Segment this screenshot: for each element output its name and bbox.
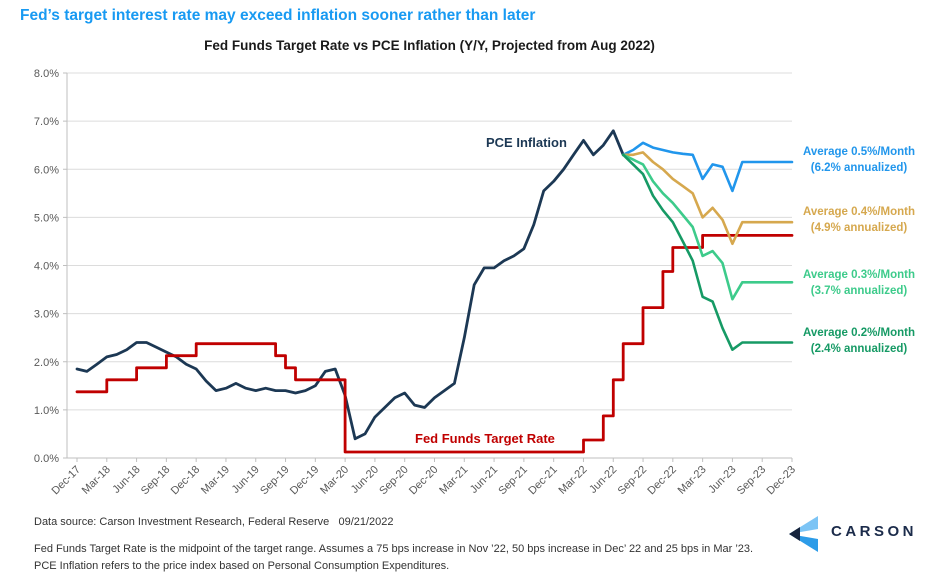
svg-text:Jun-20: Jun-20	[349, 464, 381, 496]
svg-text:6.0%: 6.0%	[34, 164, 59, 176]
svg-text:Mar-18: Mar-18	[80, 464, 113, 497]
carson-logo: CARSON	[787, 515, 932, 553]
series-fed-funds-target-rate	[75, 234, 794, 454]
svg-text:Sep-21: Sep-21	[496, 464, 530, 498]
gridlines	[67, 72, 792, 411]
svg-text:Mar-20: Mar-20	[318, 464, 351, 497]
annotation-line1: Average 0.2%/Month	[802, 327, 916, 339]
svg-text:8.0%: 8.0%	[34, 68, 59, 80]
svg-text:Mar-22: Mar-22	[556, 464, 589, 497]
svg-text:Dec-21: Dec-21	[526, 464, 560, 498]
footnote-pce: PCE Inflation refers to the price index …	[34, 560, 450, 572]
fed-funds-line-label: Fed Funds Target Rate	[415, 431, 555, 446]
svg-text:Jun-23: Jun-23	[706, 464, 738, 496]
svg-text:Dec-22: Dec-22	[645, 464, 679, 498]
series-average-0-2-month-2-4-annualized	[621, 153, 794, 352]
svg-text:Sep-20: Sep-20	[377, 464, 411, 498]
svg-text:Jun-21: Jun-21	[468, 464, 500, 496]
annotation-line2: (2.4% annualized)	[810, 343, 908, 355]
svg-text:5.0%: 5.0%	[34, 212, 59, 224]
svg-text:Mar-19: Mar-19	[199, 464, 232, 497]
svg-text:Sep-23: Sep-23	[735, 464, 769, 498]
y-axis-labels: 0.0% 1.0% 2.0% 3.0% 4.0% 5.0% 6.0% 7.0% 8.0%	[34, 68, 59, 465]
svg-text:Dec-23: Dec-23	[765, 464, 799, 498]
chart-title: Fed Funds Target Rate vs PCE Inflation (…	[204, 38, 655, 53]
x-axis-labels: Dec-17Mar-18Jun-18Sep-18Dec-18Mar-19Jun-…	[50, 464, 799, 498]
annotation-line1: Average 0.3%/Month	[802, 269, 916, 281]
carson-logo-text: CARSON	[831, 523, 918, 540]
svg-text:Dec-18: Dec-18	[169, 464, 203, 498]
data-source-text: Data source: Carson Investment Research,…	[34, 516, 394, 528]
svg-text:Sep-19: Sep-19	[258, 464, 292, 498]
page-title: Fed’s target interest rate may exceed in…	[20, 7, 536, 24]
svg-text:Dec-17: Dec-17	[50, 464, 84, 498]
svg-text:Dec-19: Dec-19	[288, 464, 322, 498]
annotation-avg-0-5-month: Average 0.5%/Month (6.2% annualized)	[782, 144, 936, 176]
axes	[63, 72, 793, 462]
series-average-0-4-month-4-9-annualized	[621, 151, 794, 246]
annotation-avg-0-2-month: Average 0.2%/Month (2.4% annualized)	[782, 325, 936, 357]
annotation-line2: (4.9% annualized)	[810, 222, 908, 234]
svg-text:1.0%: 1.0%	[34, 405, 59, 417]
svg-text:Sep-22: Sep-22	[616, 464, 650, 498]
carson-logo-icon	[789, 516, 818, 552]
annotation-avg-0-3-month: Average 0.3%/Month (3.7% annualized)	[782, 267, 936, 299]
svg-text:Jun-19: Jun-19	[230, 464, 262, 496]
annotation-line2: (6.2% annualized)	[810, 162, 908, 174]
pce-inflation-line-label: PCE Inflation	[486, 135, 567, 150]
annotation-avg-0-4-month: Average 0.4%/Month (4.9% annualized)	[782, 204, 936, 236]
svg-text:Jun-22: Jun-22	[587, 464, 619, 496]
svg-text:Mar-23: Mar-23	[676, 464, 709, 497]
svg-text:0.0%: 0.0%	[34, 453, 59, 465]
svg-text:4.0%: 4.0%	[34, 261, 59, 273]
svg-text:3.0%: 3.0%	[34, 309, 59, 321]
series-average-0-5-month-6-2-annualized	[621, 141, 794, 193]
series-pce-inflation	[75, 129, 625, 441]
annotation-line1: Average 0.4%/Month	[802, 206, 916, 218]
svg-text:7.0%: 7.0%	[34, 116, 59, 128]
series-average-0-3-month-3-7-annualized	[621, 153, 794, 301]
annotation-line1: Average 0.5%/Month	[802, 146, 916, 158]
svg-text:Dec-20: Dec-20	[407, 464, 441, 498]
annotation-line2: (3.7% annualized)	[810, 285, 908, 297]
svg-text:Mar-21: Mar-21	[437, 464, 470, 497]
svg-text:Jun-18: Jun-18	[110, 464, 142, 496]
footnote-fed-funds: Fed Funds Target Rate is the midpoint of…	[34, 543, 754, 555]
svg-text:2.0%: 2.0%	[34, 357, 59, 369]
svg-text:Sep-18: Sep-18	[139, 464, 173, 498]
